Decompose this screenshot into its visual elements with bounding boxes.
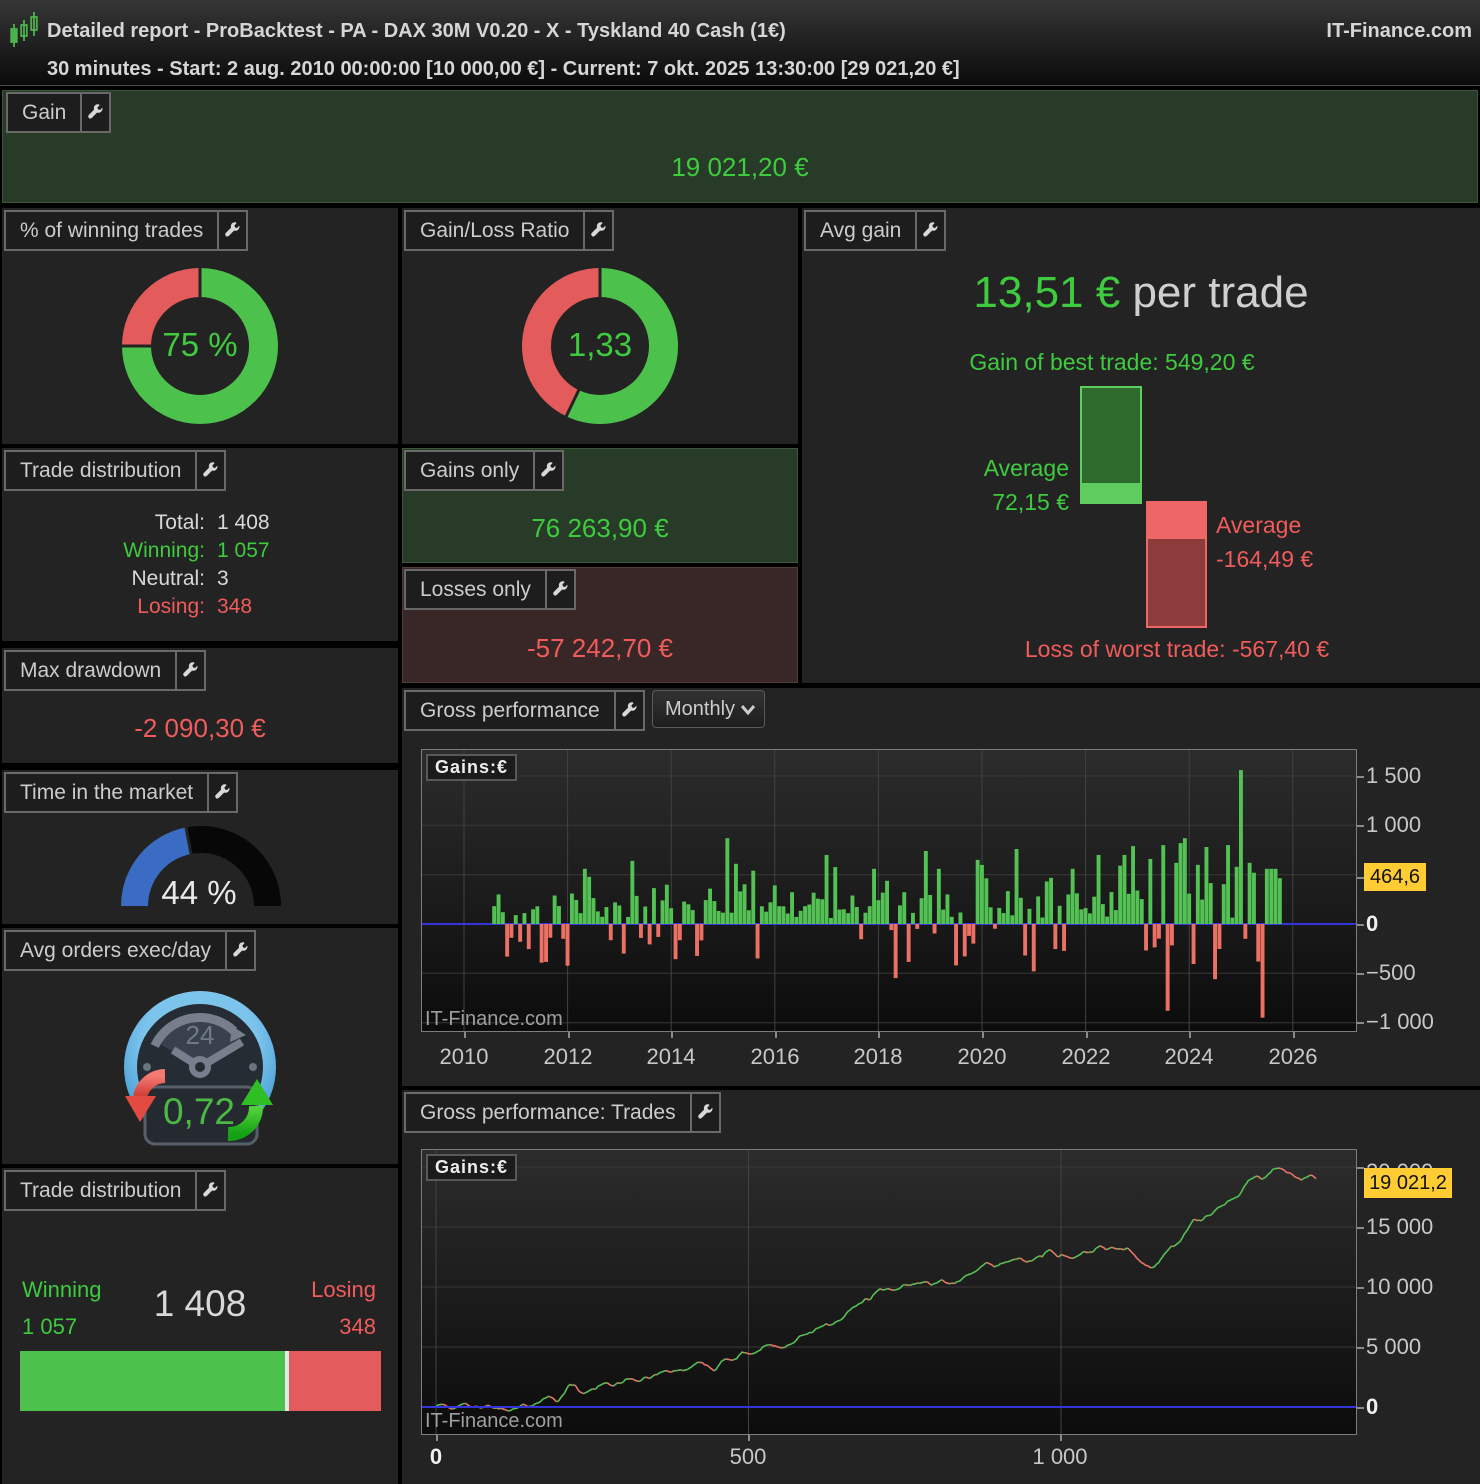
svg-text:0,72: 0,72	[163, 1091, 235, 1132]
svg-text:24: 24	[186, 1020, 215, 1050]
